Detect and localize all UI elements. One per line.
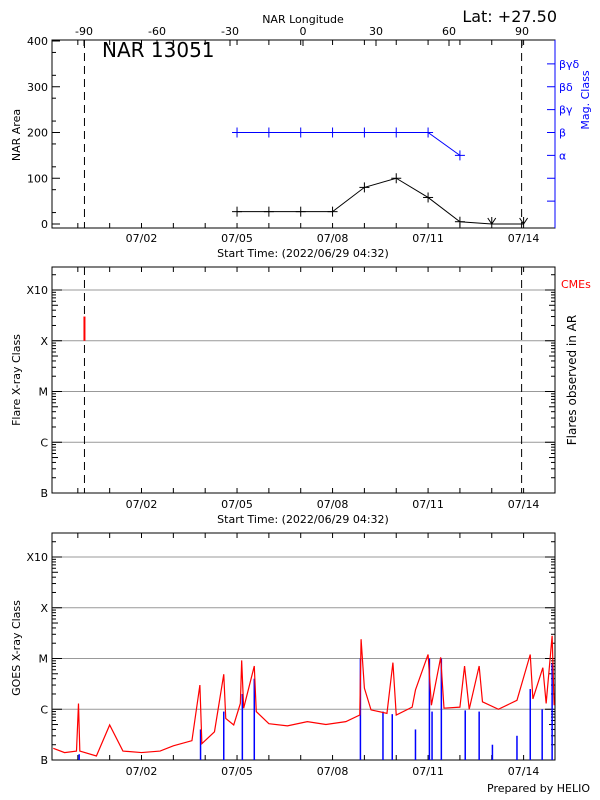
x-tick-label: 07/14 <box>508 765 540 778</box>
cme-legend-label: CMEs <box>561 278 591 291</box>
y-tick-label: M <box>39 653 49 666</box>
y-tick-label: X <box>40 602 48 615</box>
area-axis-title: NAR Area <box>10 109 23 161</box>
goes-flux-line <box>53 635 555 757</box>
y-tick-label: 200 <box>27 127 48 140</box>
flare-class-panel: 07/02 07/05 07/08 07/11 07/14 B C M X X10 <box>26 266 556 511</box>
y-tick-label: M <box>39 386 49 399</box>
mag-class-axis-title: Mag. Class <box>579 70 592 129</box>
mag-class-line <box>237 132 461 156</box>
mag-class-label: βγ <box>559 104 573 117</box>
y-tick-label: B <box>40 487 48 500</box>
plot-frame <box>51 532 556 761</box>
longitude-axis-title: NAR Longitude <box>262 13 344 26</box>
x-tick-label: 07/08 <box>317 498 349 511</box>
flares-observed-axis-title: Flares observed in AR <box>565 315 579 445</box>
mag-class-label: βγδ <box>559 58 580 71</box>
x-tick-label: 07/05 <box>221 232 253 245</box>
y-tick-label: B <box>40 754 48 767</box>
mag-class-label: β <box>559 127 566 140</box>
y-tick-label: 300 <box>27 81 48 94</box>
goes-xray-panel: 07/02 07/05 07/08 07/11 07/14 B C M X X10 <box>26 532 556 778</box>
nar-area-panel: 07/02 07/05 07/08 07/11 07/140100200300400-9… <box>27 25 580 245</box>
latitude-label: Lat: +27.50 <box>462 7 557 26</box>
mag-class-label: α <box>559 149 566 162</box>
longitude-tick-label: -30 <box>221 25 239 38</box>
area-line <box>237 177 524 225</box>
y-tick-label: 400 <box>27 35 48 48</box>
y-tick-label: C <box>40 703 48 716</box>
plot-frame <box>51 266 556 494</box>
area-point-arrow <box>487 217 497 225</box>
longitude-tick-label: 30 <box>369 25 383 38</box>
x-tick-label: 07/08 <box>317 232 349 245</box>
goes-axis-title: GOES X-ray Class <box>10 600 23 696</box>
x-tick-label: 07/08 <box>317 765 349 778</box>
y-tick-label: X10 <box>26 284 48 297</box>
y-tick-label: X10 <box>26 551 48 564</box>
longitude-tick-label: 90 <box>515 25 529 38</box>
plot-frame <box>51 39 556 229</box>
longitude-tick-label: -60 <box>148 25 166 38</box>
x-tick-label: 07/11 <box>412 498 444 511</box>
x-tick-label: 07/11 <box>412 765 444 778</box>
x-tick-label: 07/11 <box>412 232 444 245</box>
longitude-tick-label: 60 <box>442 25 456 38</box>
region-label: NAR 13051 <box>102 38 215 62</box>
y-tick-label: X <box>40 335 48 348</box>
credit-label: Prepared by HELIO <box>487 782 590 795</box>
longitude-tick-label: -90 <box>75 25 93 38</box>
y-tick-label: C <box>40 436 48 449</box>
panel2-start-time: Start Time: (2022/06/29 04:32) <box>217 513 389 526</box>
y-tick-label: 0 <box>41 218 48 231</box>
x-tick-label: 07/02 <box>126 498 158 511</box>
flare-axis-title: Flare X-ray Class <box>10 334 23 426</box>
mag-class-label: βδ <box>559 81 573 94</box>
x-tick-label: 07/05 <box>221 498 253 511</box>
x-tick-label: 07/05 <box>221 765 253 778</box>
panel1-start-time: Start Time: (2022/06/29 04:32) <box>217 247 389 260</box>
x-tick-label: 07/02 <box>126 232 158 245</box>
area-point-arrow <box>519 217 529 225</box>
y-tick-label: 100 <box>27 172 48 185</box>
x-tick-label: 07/02 <box>126 765 158 778</box>
x-tick-label: 07/14 <box>508 498 540 511</box>
longitude-tick-label: 0 <box>300 25 307 38</box>
x-tick-label: 07/14 <box>508 232 540 245</box>
